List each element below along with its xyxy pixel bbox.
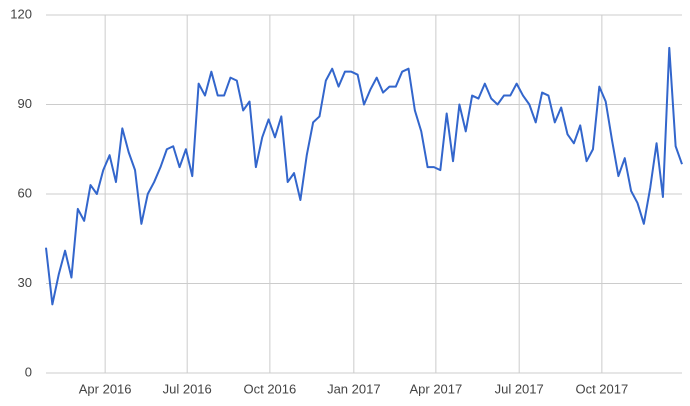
x-tick-label: Oct 2017: [575, 381, 628, 396]
y-tick-label: 0: [25, 364, 32, 379]
x-tick-label: Oct 2016: [243, 381, 296, 396]
x-tick-label: Jul 2017: [495, 381, 544, 396]
y-tick-label: 90: [18, 96, 32, 111]
y-tick-label: 30: [18, 275, 32, 290]
x-tick-label: Jan 2017: [327, 381, 381, 396]
y-tick-label: 60: [18, 185, 32, 200]
x-tick-label: Apr 2016: [79, 381, 132, 396]
y-tick-label: 120: [10, 6, 32, 21]
data-line: [45, 46, 683, 306]
x-tick-label: Jul 2016: [163, 381, 212, 396]
x-tick-label: Apr 2017: [409, 381, 462, 396]
